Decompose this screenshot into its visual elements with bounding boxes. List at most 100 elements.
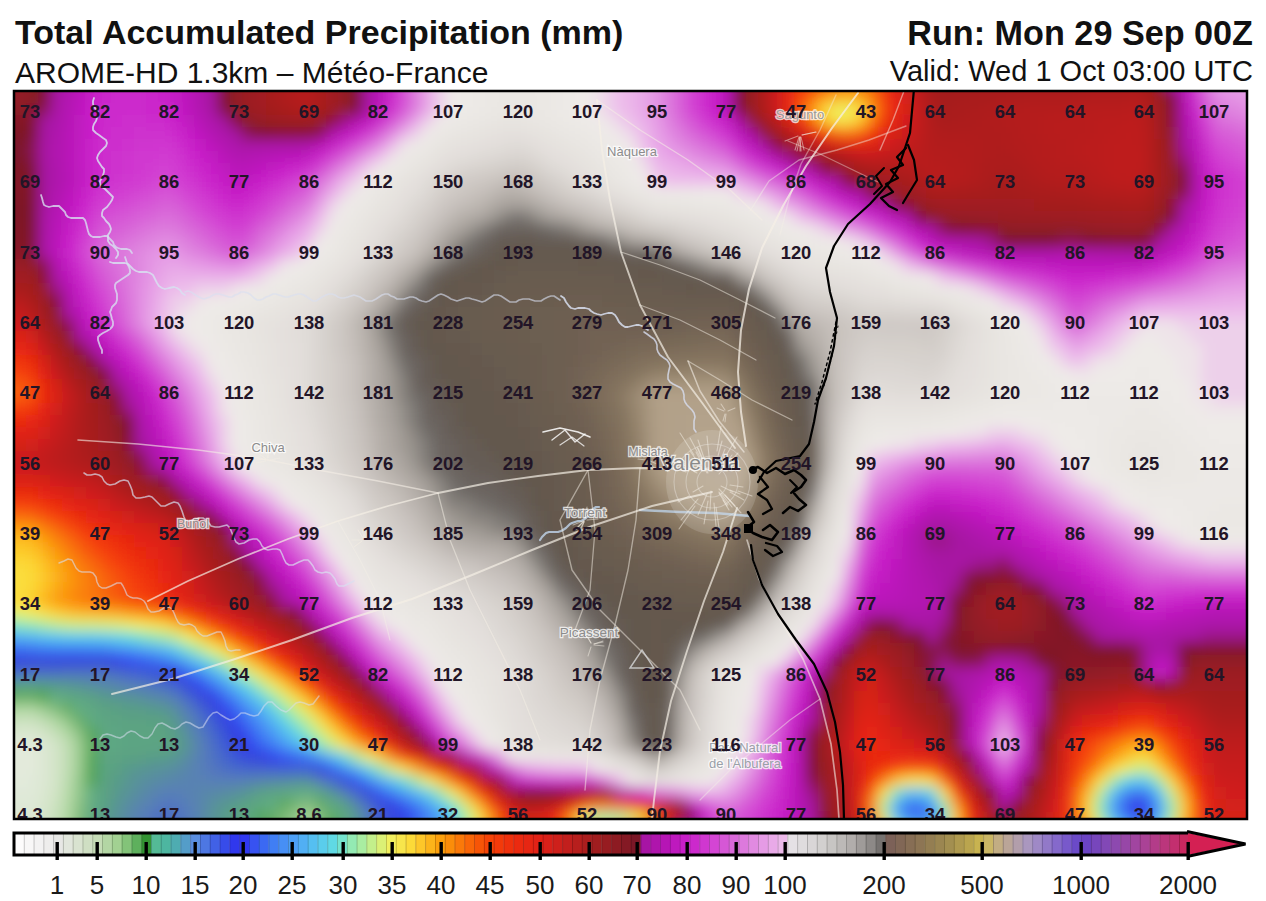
svg-text:1: 1 [50, 870, 64, 900]
svg-text:133: 133 [294, 453, 325, 474]
svg-text:125: 125 [1129, 453, 1160, 474]
svg-text:82: 82 [90, 312, 110, 333]
svg-text:60: 60 [575, 870, 604, 900]
svg-text:95: 95 [159, 242, 179, 263]
svg-text:52: 52 [299, 664, 319, 685]
svg-text:138: 138 [503, 734, 534, 755]
svg-text:120: 120 [781, 242, 812, 263]
svg-text:133: 133 [363, 242, 394, 263]
svg-text:73: 73 [995, 171, 1015, 192]
svg-text:133: 133 [433, 593, 464, 614]
svg-text:99: 99 [856, 453, 876, 474]
svg-text:30: 30 [329, 870, 358, 900]
svg-text:4.3: 4.3 [17, 734, 43, 755]
svg-text:Picassent: Picassent [560, 625, 619, 640]
svg-text:107: 107 [572, 101, 603, 122]
svg-text:73: 73 [20, 242, 40, 263]
svg-text:47: 47 [20, 382, 40, 403]
svg-text:266: 266 [572, 453, 603, 474]
svg-text:100: 100 [763, 870, 806, 900]
svg-text:189: 189 [572, 242, 603, 263]
svg-text:77: 77 [786, 804, 806, 825]
svg-text:120: 120 [990, 382, 1021, 403]
svg-text:99: 99 [647, 171, 667, 192]
svg-text:47: 47 [786, 101, 806, 122]
svg-text:112: 112 [363, 171, 393, 192]
svg-text:99: 99 [438, 734, 458, 755]
svg-text:56: 56 [508, 804, 528, 825]
svg-text:52: 52 [856, 664, 876, 685]
svg-text:254: 254 [711, 593, 742, 614]
svg-text:17: 17 [159, 804, 179, 825]
svg-text:95: 95 [1204, 171, 1224, 192]
svg-text:90: 90 [647, 804, 667, 825]
svg-text:45: 45 [476, 870, 505, 900]
svg-text:125: 125 [711, 664, 742, 685]
svg-text:511: 511 [711, 453, 741, 474]
svg-text:219: 219 [781, 382, 812, 403]
svg-text:82: 82 [1134, 242, 1154, 263]
svg-text:193: 193 [503, 523, 534, 544]
svg-text:73: 73 [1065, 593, 1085, 614]
svg-text:56: 56 [925, 734, 945, 755]
svg-text:77: 77 [856, 593, 876, 614]
svg-text:90: 90 [995, 453, 1015, 474]
svg-text:99: 99 [1134, 523, 1154, 544]
svg-text:90: 90 [722, 870, 751, 900]
svg-text:327: 327 [572, 382, 603, 403]
svg-text:142: 142 [572, 734, 603, 755]
svg-text:21: 21 [159, 664, 179, 685]
svg-text:99: 99 [299, 523, 319, 544]
svg-text:223: 223 [642, 734, 673, 755]
svg-text:86: 86 [159, 171, 179, 192]
svg-text:39: 39 [90, 593, 110, 614]
svg-text:77: 77 [716, 101, 736, 122]
svg-text:271: 271 [642, 312, 673, 333]
svg-text:133: 133 [572, 171, 603, 192]
svg-text:Buñol: Buñol [177, 517, 209, 531]
svg-text:159: 159 [851, 312, 882, 333]
svg-text:142: 142 [294, 382, 325, 403]
svg-text:52: 52 [577, 804, 597, 825]
svg-text:176: 176 [363, 453, 394, 474]
svg-text:219: 219 [503, 453, 534, 474]
svg-text:86: 86 [229, 242, 249, 263]
svg-text:254: 254 [503, 312, 534, 333]
svg-text:254: 254 [781, 453, 812, 474]
svg-text:8.6: 8.6 [296, 804, 322, 825]
svg-text:21: 21 [229, 734, 249, 755]
svg-text:64: 64 [925, 171, 946, 192]
svg-text:348: 348 [711, 523, 742, 544]
svg-text:112: 112 [1129, 382, 1159, 403]
svg-text:86: 86 [786, 664, 806, 685]
svg-text:146: 146 [363, 523, 394, 544]
svg-text:232: 232 [642, 593, 673, 614]
svg-text:99: 99 [716, 171, 736, 192]
svg-text:82: 82 [995, 242, 1015, 263]
svg-text:47: 47 [90, 523, 110, 544]
svg-text:77: 77 [299, 593, 319, 614]
svg-text:120: 120 [990, 312, 1021, 333]
svg-text:73: 73 [1065, 171, 1085, 192]
svg-text:107: 107 [1199, 101, 1230, 122]
svg-text:25: 25 [278, 870, 307, 900]
svg-text:77: 77 [159, 453, 179, 474]
svg-text:90: 90 [716, 804, 736, 825]
svg-text:21: 21 [368, 804, 388, 825]
svg-text:1000: 1000 [1052, 870, 1110, 900]
svg-text:254: 254 [572, 523, 603, 544]
svg-text:64: 64 [1065, 101, 1086, 122]
svg-text:47: 47 [368, 734, 388, 755]
svg-text:13: 13 [229, 804, 249, 825]
svg-text:13: 13 [159, 734, 179, 755]
svg-text:116: 116 [1199, 523, 1229, 544]
svg-text:73: 73 [229, 101, 249, 122]
svg-text:215: 215 [433, 382, 464, 403]
svg-text:468: 468 [711, 382, 742, 403]
svg-text:86: 86 [786, 171, 806, 192]
svg-text:107: 107 [1060, 453, 1091, 474]
svg-text:90: 90 [925, 453, 945, 474]
svg-text:64: 64 [20, 312, 41, 333]
svg-text:52: 52 [159, 523, 179, 544]
svg-text:32: 32 [438, 804, 458, 825]
